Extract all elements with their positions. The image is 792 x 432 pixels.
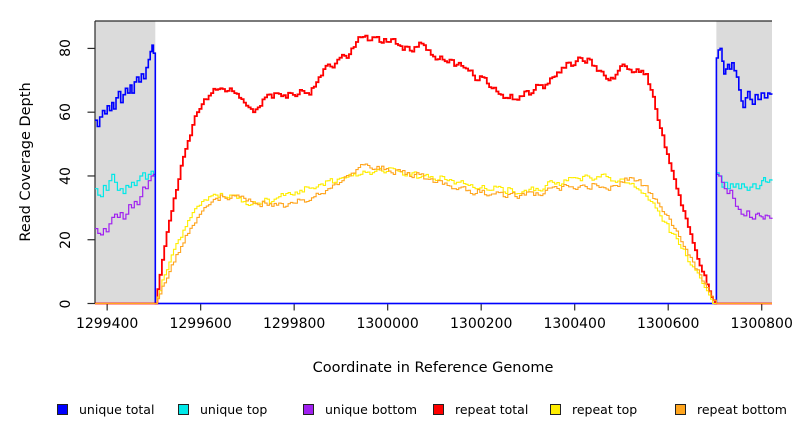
y-axis-label: Read Coverage Depth [18, 82, 34, 242]
x-tick-label: 1300800 [730, 316, 792, 332]
legend-swatch [57, 403, 68, 415]
series-group [95, 34, 773, 305]
y-tick-label: 60 [58, 103, 74, 122]
legend-label: unique bottom [325, 401, 418, 417]
legend-label: repeat bottom [697, 401, 787, 417]
y-tick-label: 80 [58, 39, 74, 58]
y-tick-label: 40 [58, 167, 74, 185]
legend-swatch [303, 403, 314, 415]
series-repeat-top [95, 167, 772, 305]
x-tick-label: 1299800 [262, 316, 326, 332]
legend-swatch [675, 403, 686, 415]
x-tick-label: 1300000 [356, 316, 419, 332]
y-tick-label: 20 [58, 230, 74, 249]
series-repeat-bottom [95, 163, 772, 305]
legend-item-unique-bottom: unique bottom [303, 401, 417, 417]
legend-item-repeat-total: repeat total [433, 401, 528, 417]
x-tick-label: 1300400 [543, 316, 606, 332]
x-tick-label: 1300200 [450, 316, 513, 332]
legend-label: repeat total [455, 401, 529, 417]
legend-label: unique total [79, 401, 155, 417]
y-tick-label: 0 [58, 299, 74, 308]
shaded-left-unique-region [95, 21, 156, 304]
legend-item-unique-top: unique top [178, 401, 267, 417]
legend-swatch [178, 403, 189, 415]
shaded-right-unique-region [716, 21, 772, 304]
legend-item-repeat-top: repeat top [550, 401, 637, 417]
series-repeat-total [95, 34, 772, 305]
series-unique-bottom [95, 173, 773, 305]
legend-item-unique-total: unique total [57, 401, 154, 417]
series-unique-total [95, 44, 773, 305]
legend-label: unique top [200, 401, 268, 417]
x-tick-label: 1300600 [637, 316, 700, 332]
x-axis-label: Coordinate in Reference Genome [312, 360, 554, 376]
x-tick-label: 1299600 [169, 316, 232, 332]
legend-swatch [433, 403, 444, 415]
legend-swatch [550, 403, 561, 415]
legend-item-repeat-bottom: repeat bottom [675, 401, 787, 417]
x-tick-label: 1299400 [75, 316, 139, 332]
legend-label: repeat top [572, 401, 638, 417]
series-unique-top [95, 170, 773, 305]
